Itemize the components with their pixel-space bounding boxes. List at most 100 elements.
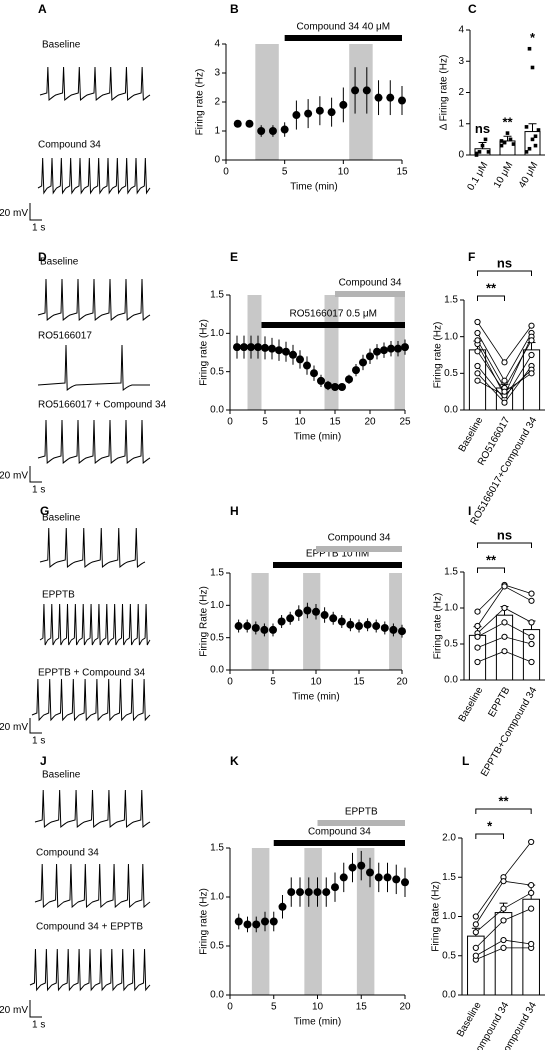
x-tick-label: 20 (364, 417, 376, 428)
data-point (243, 920, 252, 929)
scale-label: 20 mV (0, 722, 28, 733)
data-point (313, 888, 322, 897)
bar (522, 349, 541, 411)
cell-point (474, 377, 481, 384)
x-tick-label: 0 (227, 417, 233, 428)
cell-point (527, 46, 532, 51)
x-tick-label: 5 (271, 1002, 277, 1013)
y-tick-label: 0.5 (442, 950, 456, 961)
data-point (348, 863, 357, 872)
y-tick-label: 0 (214, 155, 220, 166)
trace-label: EPPTB (42, 590, 75, 601)
y-tick-label: 2.0 (442, 833, 456, 844)
shaded-period (255, 44, 279, 160)
significance-label: ** (486, 552, 497, 567)
data-point (312, 607, 320, 616)
trace-label: Baseline (42, 513, 81, 524)
cell-point (500, 944, 507, 952)
data-point (398, 627, 406, 636)
x-tick-label: EPPTB+Compound 34 (479, 685, 539, 779)
significance-label: ** (502, 115, 513, 130)
cell-point (499, 143, 504, 148)
voltage-trace (39, 527, 146, 569)
data-point (366, 352, 374, 361)
cell-point (500, 936, 507, 944)
data-point (260, 625, 269, 634)
data-point (363, 620, 372, 629)
data-point (257, 127, 266, 135)
y-axis-label: Δ Firing rate (Hz) (439, 55, 450, 131)
cell-point (477, 150, 482, 154)
scale-bar (29, 1000, 42, 1018)
y-tick-label: 0.5 (444, 368, 458, 379)
trace-label: RO5166017 (38, 331, 92, 342)
data-point (233, 343, 241, 352)
cell-point (474, 658, 481, 666)
shaded-period (251, 848, 270, 995)
x-tick-label: 10 (312, 1002, 324, 1013)
panel-letter: L (462, 754, 469, 768)
cell-point (528, 882, 535, 889)
trace-label: Compound 34 (36, 848, 99, 859)
scale-bar (29, 203, 42, 221)
y-tick-label: 1.5 (210, 568, 224, 579)
data-point (247, 343, 255, 352)
scale-label: 20 mV (0, 1005, 28, 1016)
y-tick-label: 0.0 (442, 990, 456, 1001)
significance-label: * (487, 818, 493, 833)
cell-point (501, 648, 508, 655)
cell-point (528, 370, 535, 377)
cell-point (474, 644, 481, 651)
scale-label: 1 s (32, 485, 45, 496)
drug-label: EPPTB 10 nM (306, 549, 369, 560)
data-point (331, 383, 339, 391)
data-point (359, 358, 367, 367)
shaded-period (251, 573, 269, 670)
data-point (304, 109, 313, 118)
cell-point (528, 940, 535, 948)
drug-bar (316, 546, 402, 552)
data-point (252, 920, 261, 929)
panel-letter: G (40, 504, 49, 518)
cell-point (528, 633, 535, 640)
cell-point (486, 150, 491, 154)
x-tick-label: 0 (223, 167, 229, 178)
drug-bar (284, 35, 402, 41)
trace-label: Compound 34 (38, 140, 101, 151)
voltage-trace (39, 66, 151, 102)
data-point (401, 878, 409, 887)
trace-label: RO5166017 + Compound 34 (38, 400, 167, 411)
scale-label: 20 mV (0, 208, 28, 219)
y-tick-label: 4 (458, 25, 464, 36)
data-point (383, 873, 392, 882)
voltage-trace (39, 603, 151, 646)
y-tick-label: 1.0 (210, 600, 224, 611)
y-tick-label: 0.0 (210, 665, 224, 676)
data-point (286, 614, 295, 623)
voltage-trace (34, 789, 151, 829)
data-point (234, 917, 243, 926)
cell-point (474, 608, 481, 615)
data-point (278, 902, 287, 911)
cell-point (500, 878, 507, 885)
data-point (261, 917, 269, 926)
data-point (374, 873, 383, 882)
data-point (315, 106, 324, 115)
cell-point (474, 151, 479, 156)
cell-point (528, 905, 535, 912)
data-point (373, 347, 381, 356)
y-tick-label: 1.5 (444, 567, 458, 578)
shaded-period (349, 44, 373, 160)
bar (468, 634, 487, 681)
cell-point (524, 150, 529, 154)
scale-label: 1 s (32, 223, 45, 234)
data-point (268, 127, 277, 135)
drug-bar (261, 322, 405, 328)
data-point (339, 873, 348, 882)
y-tick-label: 2 (458, 87, 464, 98)
drug-bar (335, 291, 405, 297)
data-point (398, 96, 406, 105)
trace-label: Baseline (42, 40, 81, 51)
cell-point (536, 128, 541, 132)
y-tick-label: 3 (458, 56, 464, 67)
